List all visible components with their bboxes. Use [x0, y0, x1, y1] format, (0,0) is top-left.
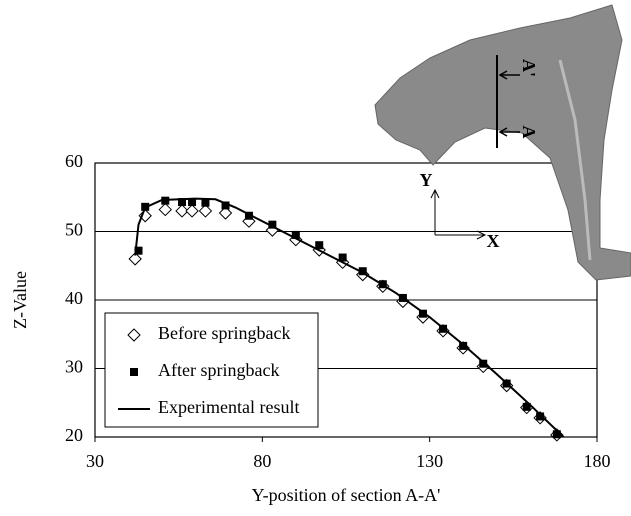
y-tick-label: 30 — [65, 357, 83, 377]
inset-label: Y — [420, 170, 433, 190]
diamond-marker — [199, 205, 211, 217]
legend-marker — [130, 368, 138, 376]
y-tick-label: 50 — [65, 220, 83, 240]
inset-label: A — [519, 126, 539, 139]
x-tick-label: 30 — [86, 451, 104, 471]
x-tick-label: 180 — [584, 451, 611, 471]
x-axis-title: Y-position of section A-A' — [252, 485, 441, 505]
x-tick-label: 80 — [253, 451, 271, 471]
diamond-marker — [159, 204, 171, 216]
y-tick-label: 20 — [65, 425, 83, 445]
y-axis-title: Z-Value — [10, 271, 30, 329]
inset-label: X — [487, 231, 500, 251]
legend-label: Before springback — [158, 323, 290, 343]
legend-label: Experimental result — [158, 397, 299, 417]
fender — [375, 5, 631, 280]
diamond-marker — [186, 205, 198, 217]
y-tick-label: 40 — [65, 288, 83, 308]
x-tick-label: 130 — [416, 451, 443, 471]
y-tick-label: 60 — [65, 151, 83, 171]
chart: Y-position of section A-A' Z-Value 20304… — [0, 0, 631, 516]
inset-image — [375, 5, 631, 280]
inset-label: A' — [519, 59, 539, 77]
legend-label: After springback — [158, 360, 279, 380]
